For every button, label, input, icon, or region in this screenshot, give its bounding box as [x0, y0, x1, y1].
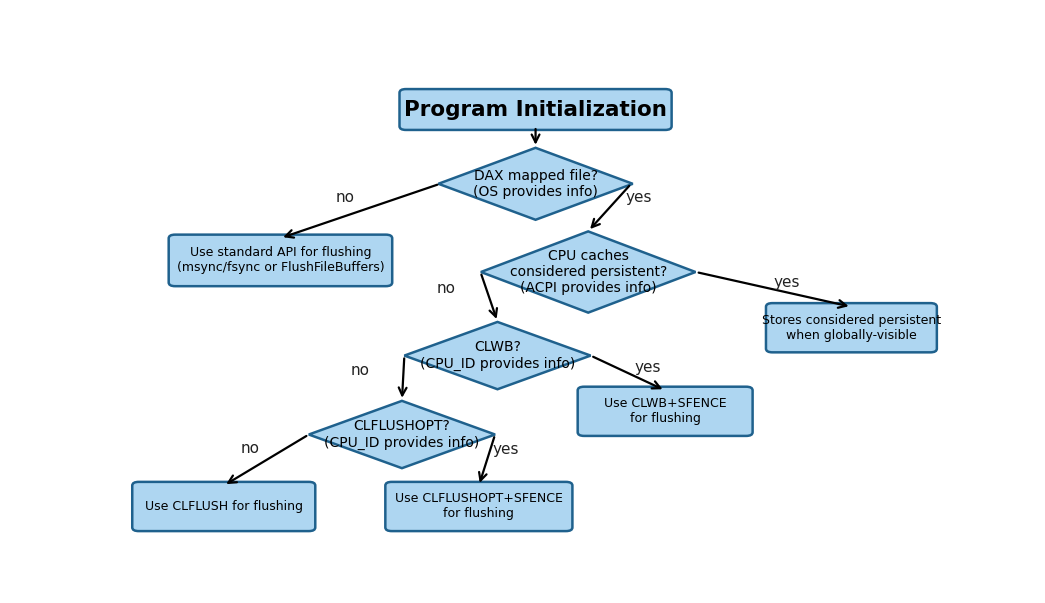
Text: yes: yes: [625, 190, 652, 205]
Text: no: no: [350, 363, 369, 378]
FancyBboxPatch shape: [133, 482, 316, 531]
Polygon shape: [481, 232, 696, 312]
Polygon shape: [309, 401, 495, 468]
FancyBboxPatch shape: [578, 387, 752, 436]
Text: Program Initialization: Program Initialization: [404, 99, 667, 119]
Text: yes: yes: [773, 275, 799, 289]
Text: Use CLWB+SFENCE
for flushing: Use CLWB+SFENCE for flushing: [604, 397, 726, 425]
Text: yes: yes: [492, 442, 519, 457]
Text: Stores considered persistent
when globally-visible: Stores considered persistent when global…: [762, 314, 940, 342]
Text: Use CLFLUSH for flushing: Use CLFLUSH for flushing: [145, 500, 303, 513]
Text: CLWB?
(CPU_ID provides info): CLWB? (CPU_ID provides info): [420, 341, 575, 371]
FancyBboxPatch shape: [168, 235, 392, 286]
Text: CPU caches
considered persistent?
(ACPI provides info): CPU caches considered persistent? (ACPI …: [510, 249, 667, 295]
Text: Use standard API for flushing
(msync/fsync or FlushFileBuffers): Use standard API for flushing (msync/fsy…: [177, 247, 385, 274]
FancyBboxPatch shape: [399, 89, 672, 130]
Text: Use CLFLUSHOPT+SFENCE
for flushing: Use CLFLUSHOPT+SFENCE for flushing: [395, 493, 563, 520]
Polygon shape: [404, 322, 590, 390]
Text: no: no: [335, 190, 354, 205]
Text: no: no: [241, 441, 260, 456]
FancyBboxPatch shape: [766, 303, 937, 352]
Text: no: no: [437, 281, 456, 295]
Text: CLFLUSHOPT?
(CPU_ID provides info): CLFLUSHOPT? (CPU_ID provides info): [324, 419, 480, 450]
Text: DAX mapped file?
(OS provides info): DAX mapped file? (OS provides info): [473, 169, 598, 199]
Text: yes: yes: [634, 360, 660, 374]
Polygon shape: [439, 148, 632, 219]
FancyBboxPatch shape: [386, 482, 573, 531]
